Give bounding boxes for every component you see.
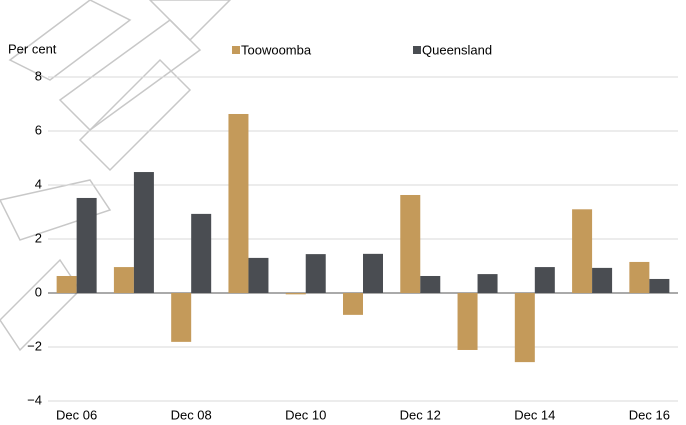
x-tick-label: Dec 16 (629, 407, 670, 422)
x-tick-label: Dec 08 (171, 407, 212, 422)
legend-swatch (232, 46, 240, 54)
y-tick-label: 2 (35, 230, 42, 245)
bar (572, 209, 593, 293)
bar (514, 293, 535, 363)
legend-label: Queensland (422, 42, 492, 57)
bar (285, 293, 306, 295)
bar (171, 293, 192, 342)
bar (629, 261, 650, 293)
bar (76, 197, 97, 293)
y-tick-label: 6 (35, 122, 42, 137)
x-tick-label: Dec 06 (56, 407, 97, 422)
bar (363, 253, 383, 293)
y-tick-label: 4 (35, 176, 42, 191)
x-tick-label: Dec 12 (400, 407, 441, 422)
bar (343, 293, 363, 315)
bar (248, 257, 269, 293)
bar (592, 267, 613, 293)
y-tick-label: 0 (35, 284, 42, 299)
bar (649, 278, 670, 293)
legend-label: Toowoomba (241, 42, 312, 57)
y-tick-label: 8 (35, 68, 42, 83)
bar (56, 275, 77, 293)
bar (534, 267, 555, 293)
bar (305, 254, 326, 293)
legend-swatch (413, 46, 421, 54)
bar (191, 213, 212, 293)
y-tick-label: −2 (27, 338, 42, 353)
x-tick-label: Dec 10 (285, 407, 326, 422)
bar (420, 275, 441, 293)
bar (113, 267, 134, 293)
y-tick-label: −4 (27, 392, 42, 407)
bar (477, 274, 498, 293)
bar (400, 194, 421, 293)
x-tick-label: Dec 14 (514, 407, 555, 422)
bar (457, 293, 478, 350)
bar (228, 113, 249, 294)
y-axis-label: Per cent (8, 41, 57, 56)
bar (133, 172, 154, 293)
